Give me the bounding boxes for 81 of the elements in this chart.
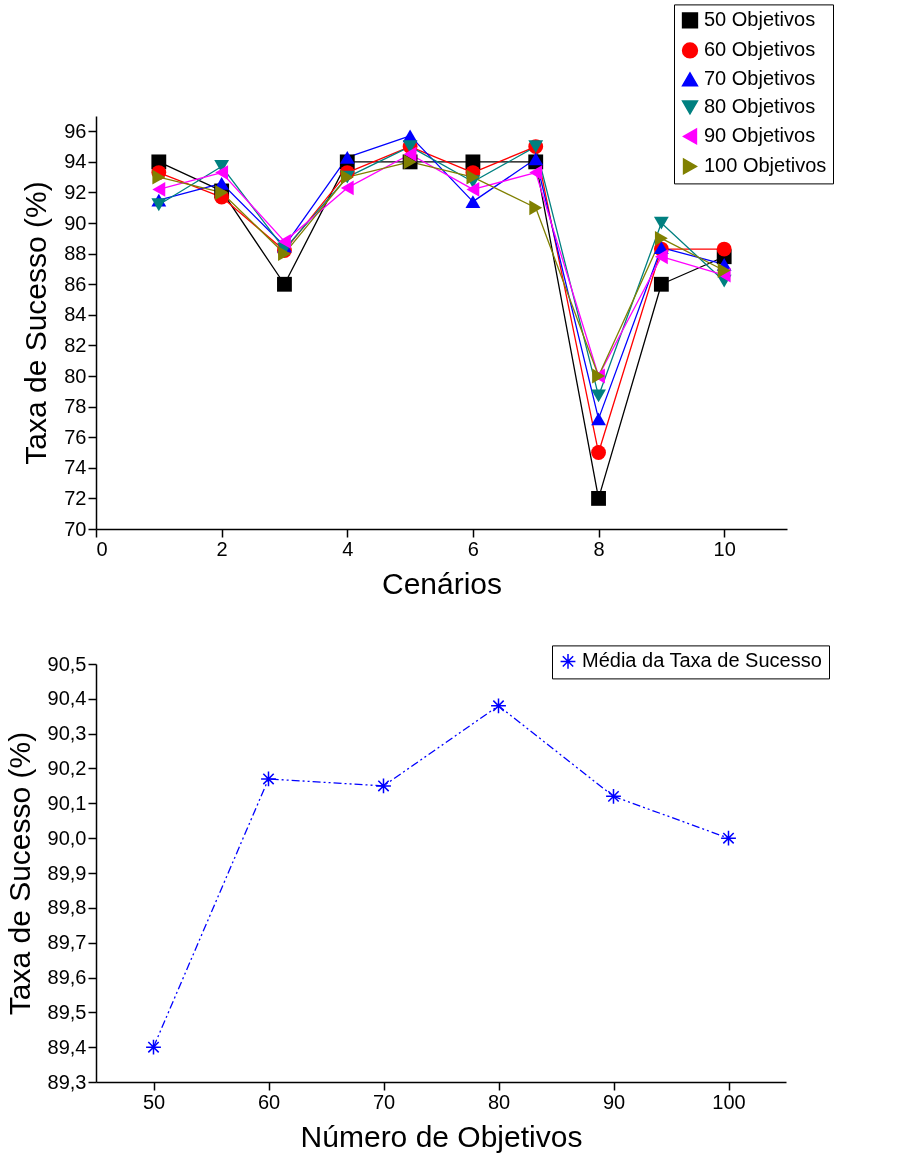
- y-tick-label: 72: [64, 486, 87, 509]
- y-tick-label: 70: [64, 517, 87, 540]
- point: [654, 249, 668, 265]
- point: [591, 389, 606, 403]
- x-axis-title: Número de Objetivos: [300, 1119, 583, 1153]
- point: [278, 234, 291, 249]
- x-tick-label: 2: [216, 537, 228, 560]
- point: [215, 165, 229, 181]
- legend-label: 100 Objetivos: [704, 154, 827, 177]
- y-tick-label: 82: [64, 333, 87, 356]
- point: [591, 445, 606, 460]
- y-tick-label: 96: [64, 119, 87, 142]
- point: [716, 241, 732, 257]
- y-tick-label: 90,0: [47, 826, 87, 849]
- x-tick-label: 90: [602, 1090, 626, 1113]
- point: [653, 276, 669, 292]
- legend-label: 60 Objetivos: [704, 38, 816, 61]
- point: [466, 182, 480, 197]
- point: [339, 150, 355, 164]
- point: [605, 788, 622, 805]
- point: [375, 777, 392, 795]
- y-tick-label: 89,6: [47, 966, 87, 988]
- x-tick-label: 4: [342, 537, 354, 560]
- y-tick-label: 78: [64, 395, 87, 418]
- y-tick-label: 90,5: [47, 652, 87, 675]
- x-axis-title: Cenários: [381, 566, 503, 600]
- point: [466, 169, 480, 185]
- y-tick-label: 76: [64, 425, 87, 448]
- y-tick-label: 89,5: [47, 1000, 87, 1023]
- y-tick-label: 86: [64, 272, 87, 295]
- point: [591, 412, 606, 426]
- legend-label: 90 Objetivos: [704, 124, 816, 147]
- point: [490, 697, 507, 714]
- x-tick-label: 10: [713, 537, 736, 560]
- y-axis-title: Taxa de Sucesso (%): [2, 731, 36, 1016]
- point: [465, 195, 481, 209]
- y-tick-label: 89,8: [47, 896, 87, 919]
- y-tick-label: 90,1: [47, 791, 87, 814]
- y-tick-label: 90,4: [47, 687, 87, 710]
- y-tick-label: 94: [64, 150, 87, 173]
- point: [145, 1039, 162, 1056]
- legend-label: 50 Objetivos: [704, 8, 816, 31]
- y-tick-label: 74: [64, 456, 87, 479]
- point: [591, 490, 606, 506]
- x-tick-label: 70: [372, 1090, 396, 1113]
- point: [653, 216, 669, 230]
- y-tick-label: 89,7: [47, 931, 87, 954]
- y-tick-label: 89,4: [47, 1035, 87, 1058]
- legend-label: 80 Objetivos: [704, 95, 816, 118]
- y-tick-label: 90,2: [47, 757, 87, 779]
- y-tick-label: 90,3: [47, 722, 87, 745]
- y-tick-label: 89,9: [47, 861, 87, 884]
- point: [151, 198, 167, 212]
- point: [528, 152, 544, 166]
- y-tick-label: 80: [64, 364, 87, 387]
- point: [260, 770, 277, 788]
- point: [340, 180, 354, 196]
- point: [720, 830, 737, 847]
- y-tick-label: 89,3: [47, 1070, 87, 1093]
- point: [717, 263, 731, 278]
- point: [403, 146, 417, 162]
- point: [152, 169, 166, 185]
- y-tick-label: 92: [64, 180, 87, 203]
- y-tick-label: 88: [64, 242, 87, 265]
- y-axis-title: Taxa de Sucesso (%): [19, 181, 53, 465]
- legend-label: 70 Objetivos: [704, 67, 816, 90]
- x-tick-label: 60: [257, 1090, 281, 1113]
- x-tick-label: 8: [593, 537, 605, 560]
- point: [529, 200, 543, 216]
- y-tick-label: 84: [64, 303, 87, 326]
- x-tick-label: 100: [712, 1090, 746, 1113]
- x-tick-label: 6: [467, 537, 479, 560]
- y-tick-label: 90: [64, 211, 87, 234]
- point: [654, 230, 668, 246]
- legend-label: Média da Taxa de Sucesso: [582, 649, 822, 672]
- point: [152, 182, 166, 197]
- x-tick-label: 50: [142, 1090, 166, 1113]
- point: [277, 276, 292, 292]
- x-tick-label: 0: [96, 537, 108, 560]
- point: [529, 165, 543, 181]
- x-tick-label: 80: [487, 1090, 511, 1113]
